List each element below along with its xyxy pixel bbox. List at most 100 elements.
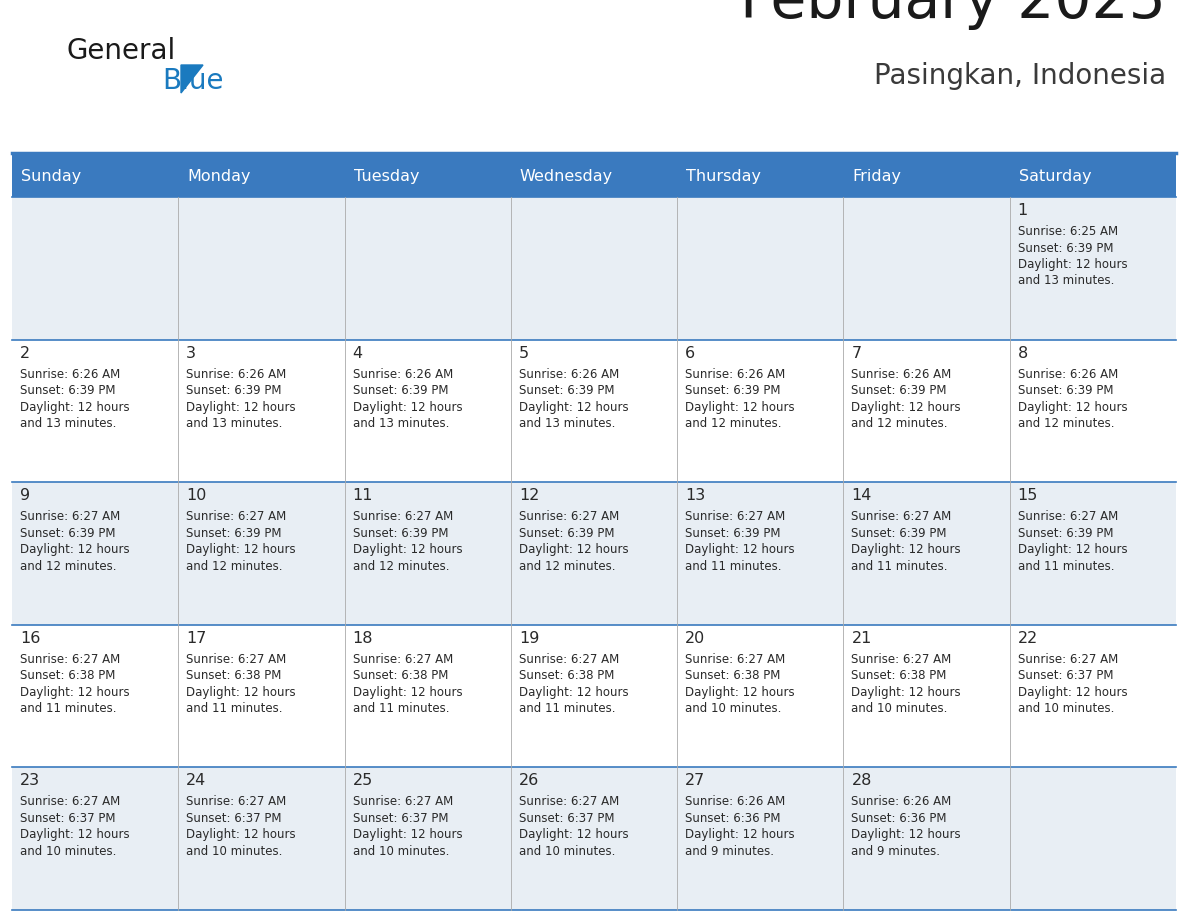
Text: 9: 9 bbox=[20, 488, 30, 503]
Text: Monday: Monday bbox=[188, 169, 251, 184]
Text: Daylight: 12 hours: Daylight: 12 hours bbox=[1018, 543, 1127, 556]
Text: 18: 18 bbox=[353, 631, 373, 645]
Text: Daylight: 12 hours: Daylight: 12 hours bbox=[852, 828, 961, 842]
Text: Sunset: 6:36 PM: Sunset: 6:36 PM bbox=[852, 812, 947, 825]
Text: Sunrise: 6:27 AM: Sunrise: 6:27 AM bbox=[685, 510, 785, 523]
Text: and 12 minutes.: and 12 minutes. bbox=[685, 417, 782, 431]
Text: Sunrise: 6:27 AM: Sunrise: 6:27 AM bbox=[852, 510, 952, 523]
Text: Sunset: 6:39 PM: Sunset: 6:39 PM bbox=[852, 384, 947, 397]
Text: Sunset: 6:38 PM: Sunset: 6:38 PM bbox=[519, 669, 614, 682]
Text: Daylight: 12 hours: Daylight: 12 hours bbox=[353, 686, 462, 699]
Text: and 10 minutes.: and 10 minutes. bbox=[852, 702, 948, 715]
Text: 28: 28 bbox=[852, 773, 872, 789]
Text: and 13 minutes.: and 13 minutes. bbox=[187, 417, 283, 431]
Text: Sunrise: 6:26 AM: Sunrise: 6:26 AM bbox=[187, 367, 286, 381]
Text: Friday: Friday bbox=[853, 169, 902, 184]
Text: Sunrise: 6:27 AM: Sunrise: 6:27 AM bbox=[519, 795, 619, 809]
Text: Sunrise: 6:26 AM: Sunrise: 6:26 AM bbox=[353, 367, 453, 381]
Text: 24: 24 bbox=[187, 773, 207, 789]
Text: Sunday: Sunday bbox=[21, 169, 81, 184]
Text: Sunset: 6:39 PM: Sunset: 6:39 PM bbox=[1018, 241, 1113, 254]
Bar bbox=[12, 155, 1176, 197]
Text: Daylight: 12 hours: Daylight: 12 hours bbox=[353, 543, 462, 556]
Text: and 10 minutes.: and 10 minutes. bbox=[353, 845, 449, 858]
Text: and 13 minutes.: and 13 minutes. bbox=[1018, 274, 1114, 287]
Text: Sunset: 6:37 PM: Sunset: 6:37 PM bbox=[187, 812, 282, 825]
Text: and 10 minutes.: and 10 minutes. bbox=[20, 845, 116, 858]
Text: Sunrise: 6:26 AM: Sunrise: 6:26 AM bbox=[685, 795, 785, 809]
Bar bbox=[12, 197, 1176, 340]
Text: 7: 7 bbox=[852, 345, 861, 361]
Text: and 11 minutes.: and 11 minutes. bbox=[353, 702, 449, 715]
Text: and 11 minutes.: and 11 minutes. bbox=[20, 702, 116, 715]
Text: Sunrise: 6:27 AM: Sunrise: 6:27 AM bbox=[353, 510, 453, 523]
Text: Tuesday: Tuesday bbox=[354, 169, 419, 184]
Text: Daylight: 12 hours: Daylight: 12 hours bbox=[187, 543, 296, 556]
Text: Sunrise: 6:26 AM: Sunrise: 6:26 AM bbox=[852, 795, 952, 809]
Text: and 13 minutes.: and 13 minutes. bbox=[20, 417, 116, 431]
Text: and 10 minutes.: and 10 minutes. bbox=[187, 845, 283, 858]
Text: Daylight: 12 hours: Daylight: 12 hours bbox=[519, 543, 628, 556]
Text: Sunset: 6:39 PM: Sunset: 6:39 PM bbox=[685, 527, 781, 540]
Text: 12: 12 bbox=[519, 488, 539, 503]
Text: and 11 minutes.: and 11 minutes. bbox=[685, 560, 782, 573]
Text: Sunrise: 6:27 AM: Sunrise: 6:27 AM bbox=[1018, 510, 1118, 523]
Text: Sunrise: 6:27 AM: Sunrise: 6:27 AM bbox=[353, 795, 453, 809]
Text: 4: 4 bbox=[353, 345, 362, 361]
Text: 8: 8 bbox=[1018, 345, 1028, 361]
Text: 15: 15 bbox=[1018, 488, 1038, 503]
Text: and 11 minutes.: and 11 minutes. bbox=[519, 702, 615, 715]
Text: and 11 minutes.: and 11 minutes. bbox=[187, 702, 283, 715]
Text: Sunrise: 6:26 AM: Sunrise: 6:26 AM bbox=[1018, 367, 1118, 381]
Text: and 12 minutes.: and 12 minutes. bbox=[353, 560, 449, 573]
Text: Sunrise: 6:27 AM: Sunrise: 6:27 AM bbox=[353, 653, 453, 666]
Text: and 11 minutes.: and 11 minutes. bbox=[1018, 560, 1114, 573]
Text: General: General bbox=[67, 37, 176, 65]
Text: Sunrise: 6:27 AM: Sunrise: 6:27 AM bbox=[685, 653, 785, 666]
Text: Sunset: 6:38 PM: Sunset: 6:38 PM bbox=[852, 669, 947, 682]
Text: Daylight: 12 hours: Daylight: 12 hours bbox=[685, 400, 795, 414]
Text: Daylight: 12 hours: Daylight: 12 hours bbox=[1018, 258, 1127, 271]
Text: Sunrise: 6:27 AM: Sunrise: 6:27 AM bbox=[519, 653, 619, 666]
Text: Thursday: Thursday bbox=[687, 169, 762, 184]
Text: Sunrise: 6:27 AM: Sunrise: 6:27 AM bbox=[187, 510, 286, 523]
Text: Sunset: 6:39 PM: Sunset: 6:39 PM bbox=[519, 527, 614, 540]
Text: Daylight: 12 hours: Daylight: 12 hours bbox=[519, 686, 628, 699]
Text: Sunset: 6:39 PM: Sunset: 6:39 PM bbox=[685, 384, 781, 397]
Text: Daylight: 12 hours: Daylight: 12 hours bbox=[1018, 686, 1127, 699]
Bar bbox=[12, 340, 1176, 482]
Text: Sunset: 6:37 PM: Sunset: 6:37 PM bbox=[1018, 669, 1113, 682]
Text: Sunset: 6:39 PM: Sunset: 6:39 PM bbox=[187, 527, 282, 540]
Text: Daylight: 12 hours: Daylight: 12 hours bbox=[353, 400, 462, 414]
Text: and 13 minutes.: and 13 minutes. bbox=[519, 417, 615, 431]
Text: Sunset: 6:39 PM: Sunset: 6:39 PM bbox=[353, 527, 448, 540]
Text: Sunrise: 6:27 AM: Sunrise: 6:27 AM bbox=[187, 795, 286, 809]
Text: and 12 minutes.: and 12 minutes. bbox=[1018, 417, 1114, 431]
Text: 2: 2 bbox=[20, 345, 30, 361]
Text: and 10 minutes.: and 10 minutes. bbox=[685, 702, 782, 715]
Text: 16: 16 bbox=[20, 631, 40, 645]
Text: Daylight: 12 hours: Daylight: 12 hours bbox=[685, 686, 795, 699]
Text: Sunset: 6:39 PM: Sunset: 6:39 PM bbox=[20, 384, 115, 397]
Text: 14: 14 bbox=[852, 488, 872, 503]
Text: Sunset: 6:39 PM: Sunset: 6:39 PM bbox=[1018, 384, 1113, 397]
Text: Daylight: 12 hours: Daylight: 12 hours bbox=[519, 400, 628, 414]
Text: Daylight: 12 hours: Daylight: 12 hours bbox=[187, 400, 296, 414]
Text: Sunset: 6:37 PM: Sunset: 6:37 PM bbox=[20, 812, 115, 825]
Text: and 12 minutes.: and 12 minutes. bbox=[187, 560, 283, 573]
Text: and 11 minutes.: and 11 minutes. bbox=[852, 560, 948, 573]
Text: Pasingkan, Indonesia: Pasingkan, Indonesia bbox=[874, 62, 1165, 90]
Text: 27: 27 bbox=[685, 773, 706, 789]
Text: 5: 5 bbox=[519, 345, 529, 361]
Text: 19: 19 bbox=[519, 631, 539, 645]
Text: Daylight: 12 hours: Daylight: 12 hours bbox=[852, 543, 961, 556]
Text: 17: 17 bbox=[187, 631, 207, 645]
Text: Sunrise: 6:26 AM: Sunrise: 6:26 AM bbox=[685, 367, 785, 381]
Text: and 12 minutes.: and 12 minutes. bbox=[519, 560, 615, 573]
Text: and 13 minutes.: and 13 minutes. bbox=[353, 417, 449, 431]
Text: Sunrise: 6:26 AM: Sunrise: 6:26 AM bbox=[852, 367, 952, 381]
Text: Daylight: 12 hours: Daylight: 12 hours bbox=[685, 543, 795, 556]
Text: Daylight: 12 hours: Daylight: 12 hours bbox=[852, 400, 961, 414]
Text: 11: 11 bbox=[353, 488, 373, 503]
Text: Daylight: 12 hours: Daylight: 12 hours bbox=[353, 828, 462, 842]
